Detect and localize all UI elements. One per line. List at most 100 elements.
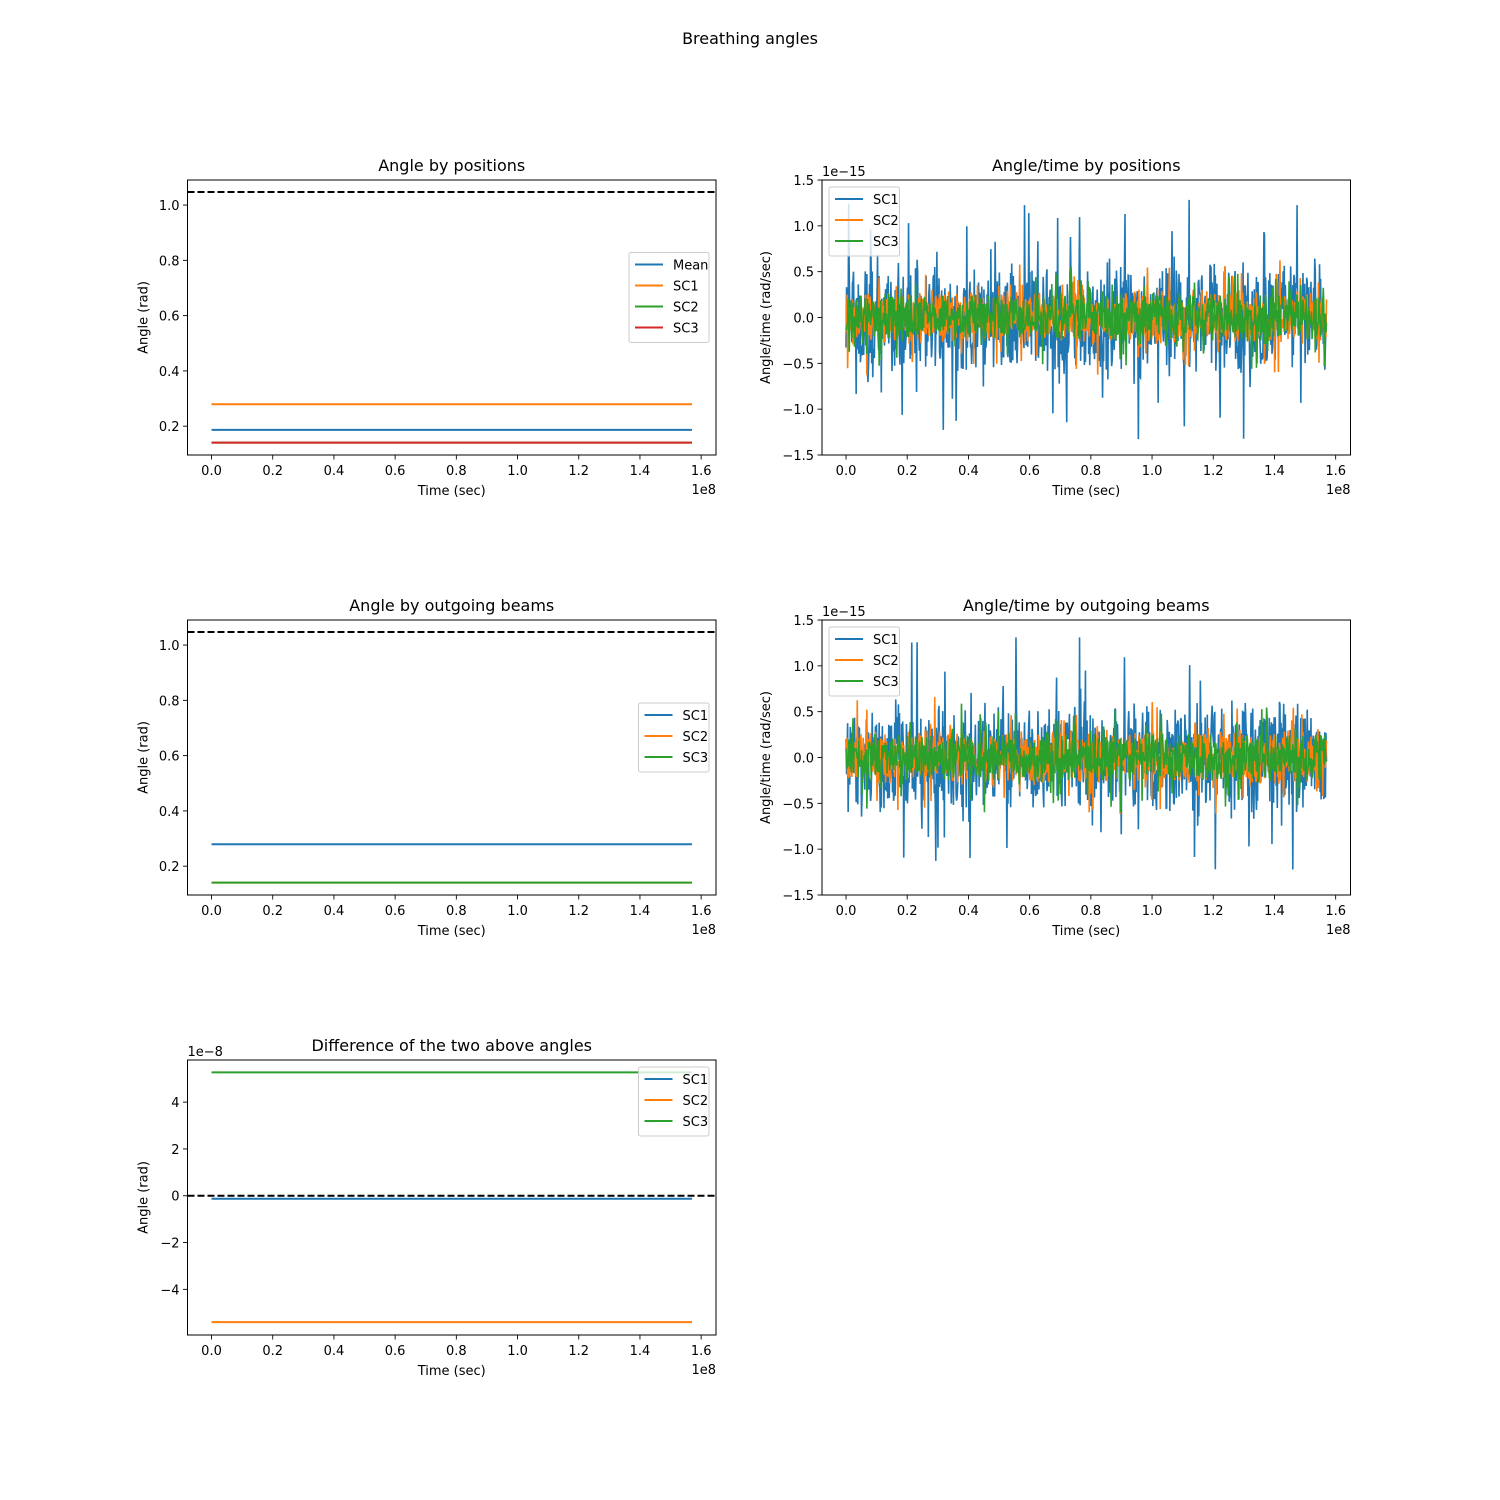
y-tick-label: 0.4 [159, 365, 180, 380]
legend-label: SC2 [673, 301, 699, 316]
series-line-sc3 [845, 703, 1327, 813]
legend-label: SC3 [683, 1115, 709, 1130]
x-tick-label: 0.8 [1080, 904, 1101, 919]
x-tick-label: 0.4 [324, 464, 345, 479]
legend: Mean SC1 SC2 SC3 [628, 252, 710, 343]
figure-suptitle: Breathing angles [682, 29, 818, 48]
legend-label: SC1 [873, 633, 899, 648]
x-tick-label: 1.6 [1325, 464, 1346, 479]
y-tick-label: 1.0 [793, 660, 814, 675]
x-tick-label: 0.0 [836, 904, 857, 919]
y-tick-label: 0.8 [159, 694, 180, 709]
x-tick-label: 0.2 [897, 904, 918, 919]
legend-label: SC2 [683, 730, 709, 745]
x-tick-label: 0.8 [446, 1344, 467, 1359]
legend-box [828, 186, 900, 257]
y-tick-label: 0.4 [159, 805, 180, 820]
x-tick-label: 0.6 [1019, 904, 1040, 919]
x-tick-label: 0.2 [262, 1344, 283, 1359]
legend: SC1 SC2 SC3 [828, 186, 900, 257]
legend-box [628, 252, 710, 343]
y-tick-label: −0.5 [782, 797, 814, 812]
x-tick-label: 0.0 [201, 904, 222, 919]
legend-label: SC1 [683, 1073, 709, 1088]
chart-angle-rate-beams: Angle/time by outgoing beams 0.0 0.2 0.4 0.6… [759, 596, 1351, 939]
y-offset-label: 1e−15 [822, 165, 866, 180]
y-axis-label: Angle/time (rad/sec) [759, 691, 774, 824]
y-tick-label: 0 [171, 1190, 179, 1205]
series-line-sc1 [845, 637, 1328, 870]
x-tick-label: 0.6 [385, 904, 406, 919]
y-tick-label: 0.5 [793, 266, 814, 281]
series-line-sc2 [845, 697, 1328, 814]
x-tick-label: 1.0 [507, 1344, 528, 1359]
y-tick-label: 4 [171, 1096, 179, 1111]
y-tick-label: 1.0 [159, 639, 180, 654]
legend-box [638, 1066, 710, 1137]
y-tick-label: −1.0 [782, 403, 814, 418]
plot-area [211, 403, 692, 444]
legend-label: SC2 [683, 1094, 709, 1109]
y-tick-label: 2 [171, 1143, 179, 1158]
legend-label: SC3 [873, 675, 899, 690]
chart-angle-difference: Difference of the two above angles 0.0 0.2… [137, 1036, 717, 1379]
y-tick-label: 0.0 [793, 312, 814, 327]
x-tick-label: 1.0 [507, 904, 528, 919]
y-tick-label: 1.0 [159, 199, 180, 214]
y-tick-label: 0.0 [793, 752, 814, 767]
chart-title: Angle by positions [378, 156, 525, 175]
y-tick-label: −0.5 [782, 357, 814, 372]
x-tick-label: 0.0 [201, 464, 222, 479]
y-axis-label: Angle/time (rad/sec) [759, 251, 774, 384]
x-axis-label: Time (sec) [1051, 924, 1120, 939]
plot-area [845, 199, 1328, 440]
plot-area [845, 637, 1328, 870]
x-tick-label: 0.2 [897, 464, 918, 479]
x-tick-label: 0.4 [324, 1344, 345, 1359]
chart-angle-positions: Angle by positions 0.0 0.2 0.4 0.6 0.8 1.0 1.2 1… [137, 156, 717, 499]
x-offset-label: 1e8 [691, 483, 716, 498]
axes-frame [821, 179, 1351, 456]
x-axis-label: Time (sec) [417, 1364, 486, 1379]
legend: SC1 SC2 SC3 [638, 702, 710, 773]
axes-frame [187, 619, 717, 896]
x-offset-label: 1e8 [691, 923, 716, 938]
y-axis-label: Angle (rad) [137, 281, 152, 354]
y-tick-label: 0.5 [793, 706, 814, 721]
axes-frame [821, 619, 1351, 896]
x-axis-label: Time (sec) [1051, 484, 1120, 499]
x-tick-label: 0.6 [385, 1344, 406, 1359]
x-tick-label: 1.4 [630, 464, 651, 479]
x-tick-label: 1.6 [691, 904, 712, 919]
y-offset-label: 1e−8 [188, 1045, 223, 1060]
y-tick-label: 0.2 [159, 860, 180, 875]
x-tick-label: 1.2 [1203, 904, 1224, 919]
axes-frame [187, 179, 717, 456]
legend-label: SC2 [873, 654, 899, 669]
plot-area [211, 843, 692, 884]
x-tick-label: 1.0 [507, 464, 528, 479]
x-tick-label: 0.4 [958, 464, 979, 479]
x-tick-label: 0.2 [262, 904, 283, 919]
legend-label: SC1 [873, 193, 899, 208]
x-tick-label: 0.6 [385, 464, 406, 479]
x-tick-label: 1.4 [1264, 904, 1285, 919]
y-tick-label: −1.5 [782, 889, 814, 904]
subplots: Angle by positions 0.0 0.2 0.4 0.6 0.8 1.0 1.2 1… [137, 156, 1351, 1379]
chart-title: Angle/time by positions [992, 156, 1181, 175]
x-tick-label: 0.8 [446, 464, 467, 479]
legend-box [638, 702, 710, 773]
legend-label: SC3 [673, 322, 699, 337]
x-tick-label: 0.0 [201, 1344, 222, 1359]
y-tick-label: 0.2 [159, 420, 180, 435]
y-tick-label: 0.8 [159, 254, 180, 269]
legend-label: Mean [673, 259, 708, 274]
y-tick-label: 0.6 [159, 750, 180, 765]
x-axis-label: Time (sec) [417, 484, 486, 499]
legend: SC1 SC2 SC3 [638, 1066, 710, 1137]
chart-title: Angle by outgoing beams [349, 596, 554, 615]
chart-angle-rate-positions: Angle/time by positions 0.0 0.2 0.4 0.6 0.8 1.… [759, 156, 1351, 499]
x-tick-label: 1.6 [1325, 904, 1346, 919]
chart-title: Difference of the two above angles [311, 1036, 592, 1055]
x-offset-label: 1e8 [1326, 483, 1351, 498]
